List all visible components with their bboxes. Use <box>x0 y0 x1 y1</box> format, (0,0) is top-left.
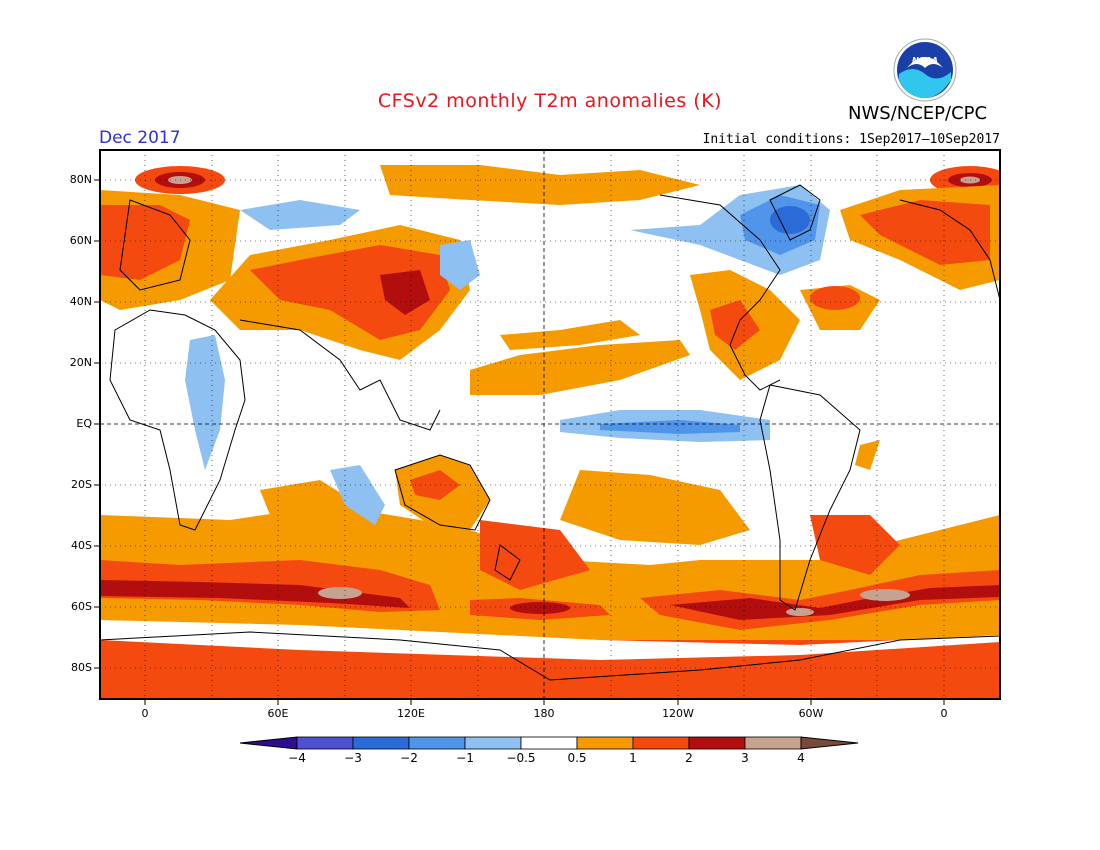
colorbar-swatch <box>744 736 802 750</box>
lat-label-40n: 40N <box>69 295 92 308</box>
lon-label-60e: 60E <box>267 707 289 720</box>
colorbar-swatch <box>352 736 410 750</box>
lon-label-0-east: 0 <box>940 707 948 720</box>
lat-label-eq: EQ <box>76 417 92 430</box>
colorbar-swatch <box>632 736 690 750</box>
agency-label: NWS/NCEP/CPC <box>848 103 988 124</box>
colorbar-tick-label: −2 <box>400 751 418 765</box>
coastlines <box>100 184 1000 681</box>
lat-lon-grid <box>100 150 1000 699</box>
lon-label-0-west: 0 <box>141 707 149 720</box>
colorbar-tick-label: −4 <box>288 751 306 765</box>
colorbar-tick-label: 1 <box>629 751 637 765</box>
lon-label-120w: 120W <box>662 707 694 720</box>
anomaly-field <box>100 165 1000 699</box>
colorbar-tick-label: 3 <box>741 751 749 765</box>
colorbar-tick-label: 0.5 <box>567 751 587 765</box>
lon-label-120e: 120E <box>397 707 425 720</box>
lat-label-20n: 20N <box>69 356 92 369</box>
colorbar-swatch <box>296 736 354 750</box>
colorbar-swatch <box>576 736 634 750</box>
colorbar-tick-label: 4 <box>797 751 805 765</box>
colorbar-swatch <box>520 736 578 750</box>
colorbar-tick-label: −3 <box>344 751 362 765</box>
colorbar-arrow-low <box>239 736 298 750</box>
colorbar-swatch <box>408 736 466 750</box>
lat-label-80s: 80S <box>71 661 92 674</box>
lon-label-180: 180 <box>533 707 555 720</box>
lat-label-40s: 40S <box>71 539 92 552</box>
initial-conditions: Initial conditions: 1Sep2017–10Sep2017 <box>702 132 1000 147</box>
colorbar-tick-label: −1 <box>456 751 474 765</box>
noaa-logo-icon: NOAA <box>893 38 957 102</box>
colorbar-swatch <box>688 736 746 750</box>
colorbar-swatch <box>464 736 522 750</box>
colorbar-tick-label: 2 <box>685 751 693 765</box>
lat-label-60s: 60S <box>71 600 92 613</box>
colorbar-tick-label: −0.5 <box>506 751 536 765</box>
anomaly-map <box>94 149 1001 705</box>
colorbar-arrow-high <box>800 736 859 750</box>
lat-label-20s: 20S <box>71 478 92 491</box>
lat-label-60n: 60N <box>69 234 92 247</box>
lat-label-80n: 80N <box>69 173 92 186</box>
lon-label-60w: 60W <box>798 707 824 720</box>
forecast-month: Dec 2017 <box>99 128 181 148</box>
map-title: CFSv2 monthly T2m anomalies (K) <box>377 90 723 112</box>
svg-text:NOAA: NOAA <box>912 56 938 65</box>
